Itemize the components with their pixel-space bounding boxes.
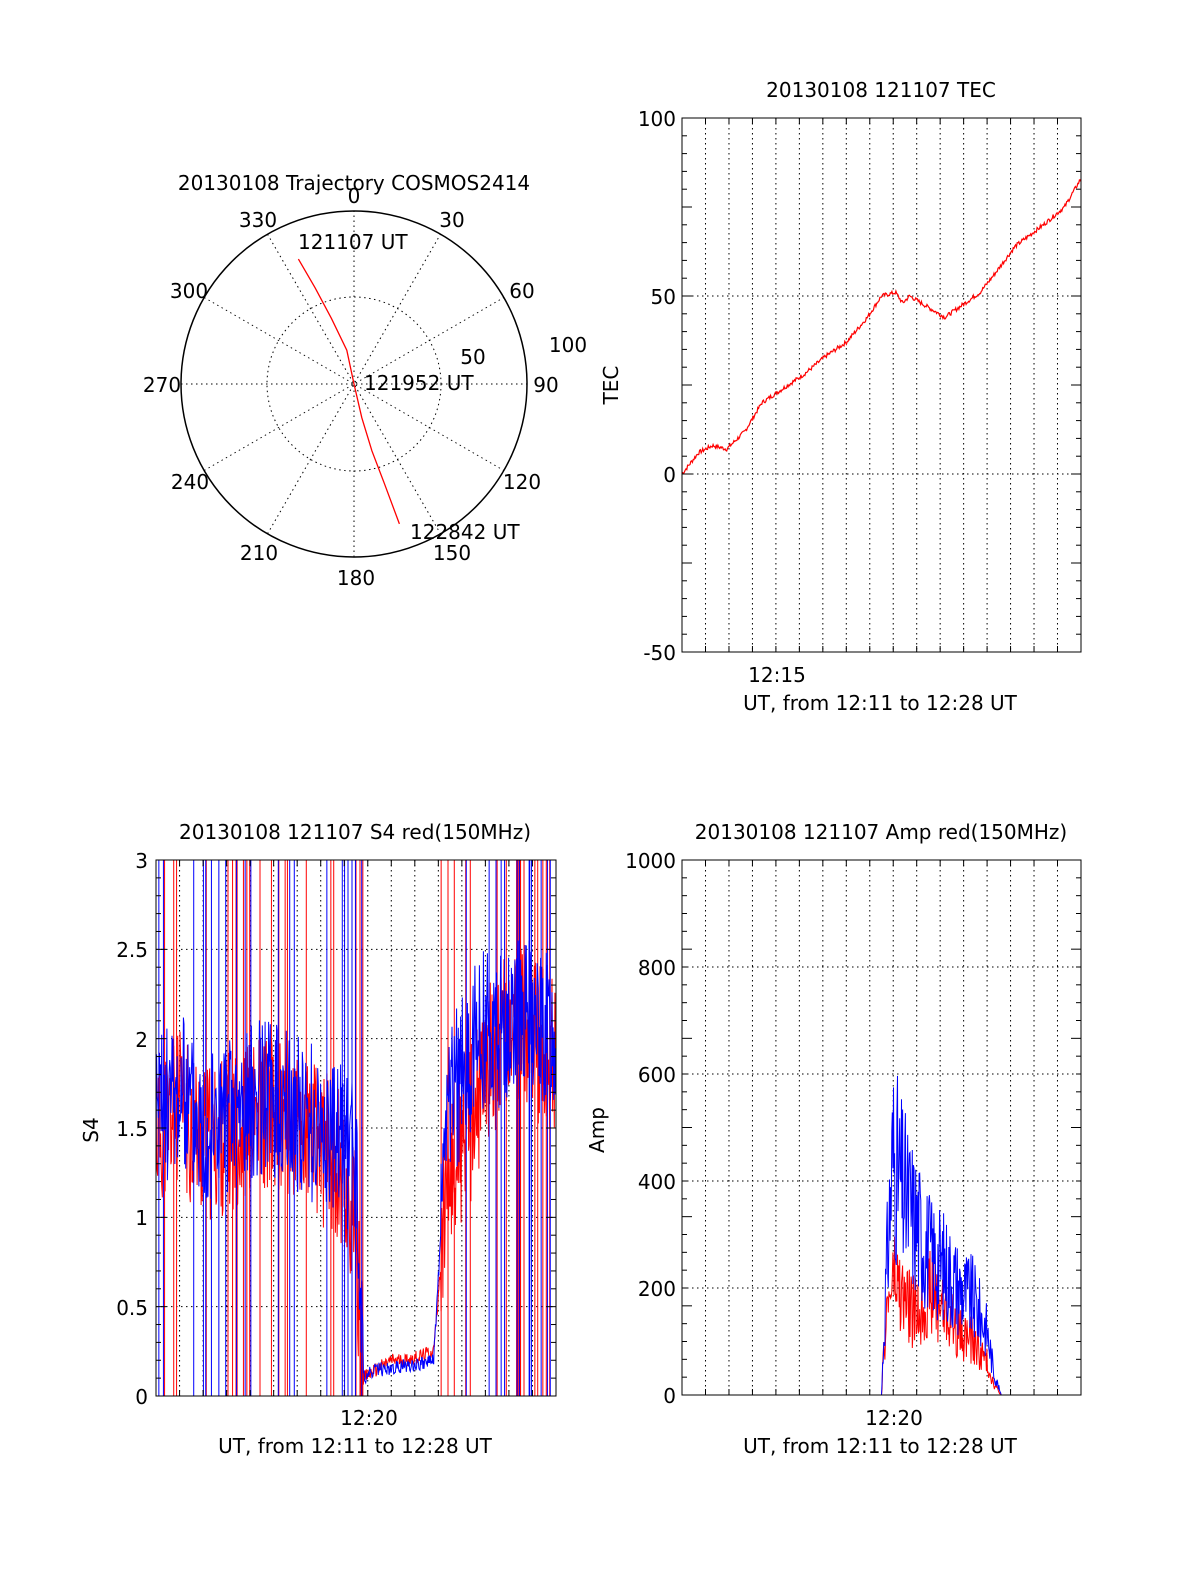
s4-ylabel: S4 [79,1117,103,1142]
amp-title: 20130108 121107 Amp red(150MHz) [695,820,1067,844]
amp-axes-frame [681,859,1082,1396]
tec-series-line [681,178,1082,475]
amp-blue-series [682,1075,1081,1396]
tec-grid [682,118,1081,652]
azimuth-label-90: 90 [533,373,558,397]
azimuth-label-150: 150 [433,541,471,565]
s4-ytick-1-5: 1.5 [116,1117,148,1141]
azimuth-label-30: 30 [439,208,464,232]
s4-ytick-0-5: 0.5 [116,1296,148,1320]
s4-ytick-2-5: 2.5 [116,938,148,962]
amp-ytick-200: 200 [638,1277,676,1301]
azimuth-label-120: 120 [503,470,541,494]
amp-ytick-600: 600 [638,1063,676,1087]
s4-minor-ticks [156,860,556,1396]
tec-minor-ticks [682,118,1081,652]
trajectory-title: 20130108 Trajectory COSMOS2414 [178,171,530,195]
amp-grid [682,860,1081,1395]
tec-panel: 20130108 121107 TEC 100 50 0 -50 12:15 U… [599,78,1082,715]
tec-axes-frame [681,117,1082,653]
tec-ytick-neg50: -50 [643,641,676,665]
azimuth-label-300: 300 [170,279,208,303]
amp-ytick-800: 800 [638,956,676,980]
tec-xtick-1215: 12:15 [748,663,806,687]
tec-title: 20130108 121107 TEC [766,78,996,102]
s4-ytick-0: 0 [135,1385,148,1409]
tec-ylabel: TEC [599,366,623,406]
azimuth-label-180: 180 [337,566,375,590]
trajectory-mid-label: 121952 UT [364,371,474,395]
radial-label-100: 100 [549,333,587,357]
s4-xtick-1220: 12:20 [340,1406,398,1430]
s4-xlabel: UT, from 12:11 to 12:28 UT [218,1434,493,1458]
s4-ytick-1: 1 [135,1206,148,1230]
blue-series-line [682,1075,1081,1396]
azimuth-label-270: 270 [143,373,181,397]
trajectory-path [297,258,401,525]
amp-red-series [682,1236,1081,1396]
azimuth-label-210: 210 [240,541,278,565]
tec-ytick-0: 0 [663,463,676,487]
azimuth-label-240: 240 [171,470,209,494]
azimuth-labels: 0 30 60 90 120 150 180 210 240 270 300 3… [143,184,559,590]
radial-label-50: 50 [460,345,485,369]
amp-ytick-0: 0 [663,1384,676,1408]
s4-title: 20130108 121107 S4 red(150MHz) [179,820,531,844]
trajectory-panel: 20130108 Trajectory COSMOS2414 0 30 60 9… [143,171,587,590]
amp-panel: 20130108 121107 Amp red(150MHz) 1000 800… [585,820,1082,1458]
trajectory-end-label: 122842 UT [410,520,520,544]
amp-minor-ticks [682,860,1081,1395]
azimuth-label-330: 330 [239,208,277,232]
tec-ytick-50: 50 [651,285,676,309]
red-series-line [682,1236,1081,1396]
amp-xtick-1220: 12:20 [865,1406,923,1430]
azimuth-label-0: 0 [348,184,361,208]
amp-ytick-1000: 1000 [625,849,676,873]
amp-ytick-400: 400 [638,1170,676,1194]
s4-ytick-3: 3 [135,849,148,873]
s4-panel: 20130108 121107 S4 red(150MHz) 3 2.5 2 1… [79,820,557,1458]
s4-ytick-2: 2 [135,1028,148,1052]
amp-ylabel: Amp [585,1107,609,1153]
tec-ytick-100: 100 [638,107,676,131]
tec-xlabel: UT, from 12:11 to 12:28 UT [743,691,1018,715]
trajectory-start-label: 121107 UT [298,230,408,254]
amp-xlabel: UT, from 12:11 to 12:28 UT [743,1434,1018,1458]
azimuth-label-60: 60 [509,279,534,303]
